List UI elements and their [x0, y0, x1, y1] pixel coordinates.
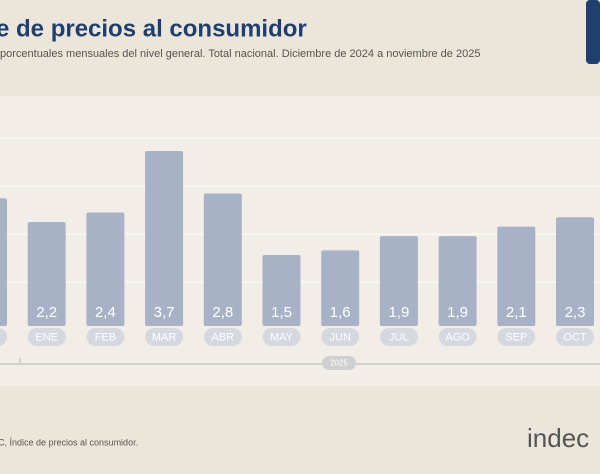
x-tick-label: FEB — [95, 331, 116, 343]
value-label: 2,2 — [36, 304, 57, 321]
bar — [556, 217, 594, 326]
category-pill — [262, 328, 301, 346]
x-tick-label: SEP — [505, 331, 527, 343]
bar — [438, 236, 477, 326]
value-label: 1,6 — [330, 304, 351, 321]
logo: indec — [527, 423, 589, 453]
x-tick-label: AGO — [445, 331, 470, 343]
x-tick-label: MAY — [270, 331, 294, 343]
value-label: 1,5 — [271, 304, 292, 321]
value-label: 1,9 — [447, 304, 468, 321]
bar — [0, 198, 7, 326]
category-pill — [145, 328, 184, 346]
value-label: 1,9 — [388, 304, 409, 321]
category-pill — [438, 328, 477, 346]
value-label: 3,7 — [154, 304, 175, 321]
category-pill — [321, 328, 360, 346]
value-label: 2,3 — [565, 304, 586, 321]
year-pill — [322, 356, 356, 370]
x-tick-label: ENE — [35, 331, 58, 343]
category-pill — [86, 328, 125, 346]
chart-title: e de precios al consumidor — [0, 15, 307, 42]
bar — [86, 212, 125, 326]
category-pill — [0, 328, 7, 346]
value-label: 2,1 — [506, 304, 527, 321]
value-label: 2,8 — [212, 304, 233, 321]
bar — [145, 150, 184, 326]
category-pill — [497, 328, 536, 346]
x-tick-label: OCT — [563, 331, 587, 343]
bar — [262, 255, 301, 326]
category-pill — [27, 328, 66, 346]
bar — [321, 250, 360, 326]
source-note: C, Índice de precios al consumidor. — [0, 437, 138, 447]
bar — [27, 221, 66, 326]
bar — [497, 226, 536, 326]
x-tick-label: MAR — [152, 331, 177, 343]
year-label: 2025 — [330, 359, 348, 368]
bar — [203, 193, 242, 326]
corner-badge — [586, 0, 600, 64]
category-pill — [379, 328, 418, 346]
bar — [379, 236, 418, 326]
value-label: 2,4 — [95, 304, 116, 321]
category-pill — [203, 328, 242, 346]
x-tick-label: ABR — [211, 331, 234, 343]
chart-subtitle: porcentuales mensuales del nivel general… — [0, 48, 480, 60]
x-tick-label: JUL — [389, 331, 409, 343]
category-pill — [556, 328, 594, 346]
x-tick-label: JUN — [330, 331, 351, 343]
